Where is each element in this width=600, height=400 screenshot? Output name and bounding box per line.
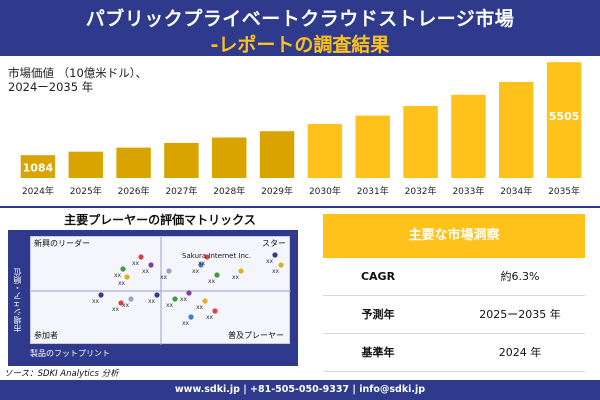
x-tick-label: 2034年 xyxy=(500,185,532,197)
x-tick-label: 2026年 xyxy=(118,185,150,197)
bar-2028年 xyxy=(212,137,247,178)
matrix-dot-label: xx xyxy=(166,302,174,309)
matrix-plot: xx xx xx xx xx xx xx xx xx xx xx xx xx xx xx xx xx xx xx xx xyxy=(30,236,291,345)
matrix-dot-label: xx xyxy=(160,274,168,281)
company-label: Sakura Internet Inc. xyxy=(182,252,251,260)
x-tick-label: 2028年 xyxy=(213,185,245,197)
bar-chart-svg: 2024年 1084 2025年 2026年 2027年 2028年 2029年 2030年 2… xyxy=(20,62,582,197)
insight-value: 約6.3% xyxy=(500,270,540,283)
bar-2031年 xyxy=(355,115,390,178)
matrix-dot xyxy=(202,298,208,304)
bar-2029年 xyxy=(259,131,295,178)
matrix-dot xyxy=(204,254,210,260)
matrix-dot-label: xx xyxy=(208,278,216,285)
matrix-dot xyxy=(124,274,130,280)
matrix-dot-label: xx xyxy=(182,320,190,327)
quadrant-participants: 参加者 xyxy=(34,331,58,340)
x-tick-label: 2031年 xyxy=(357,185,389,197)
x-tick-label: 2025年 xyxy=(70,185,102,197)
matrix-dot xyxy=(138,254,144,260)
header-banner: パブリックプライベートクラウドストレージ市場 -レポートの調査結果 xyxy=(0,0,600,56)
matrix-y-axis-label: 市場シェア・順位 xyxy=(13,268,22,332)
chart-ylabel: 市場価値 （10億米ドル）、 2024ー2035 年 xyxy=(8,66,148,94)
x-tick-label: 2027年 xyxy=(165,185,197,197)
matrix-dot xyxy=(238,268,244,274)
insight-row-cagr: CAGR 約6.3% xyxy=(323,258,585,296)
insight-key: 予測年 xyxy=(361,308,395,321)
insight-row-base-year: 基準年 2024 年 xyxy=(323,334,585,372)
matrix-dot xyxy=(98,292,104,298)
quadrant-stars: スター xyxy=(262,239,286,248)
matrix-dot-label: xx xyxy=(196,304,204,311)
matrix-dot xyxy=(188,314,194,320)
page-title: パブリックプライベートクラウドストレージ市場 xyxy=(85,8,515,30)
matrix-dot-label: xx xyxy=(180,296,188,303)
bar-chart: 市場価値 （10億米ドル）、 2024ー2035 年 2024年 1084 2025… xyxy=(0,56,600,206)
data-label: 5505 xyxy=(549,110,580,123)
matrix-dot-label: xx xyxy=(132,260,140,267)
data-label: 1084 xyxy=(23,162,54,175)
bar-2025年 xyxy=(68,151,103,178)
bar-2026年 xyxy=(116,147,151,178)
matrix-dot-label: xx xyxy=(148,298,156,305)
insight-value: 2025ー2035 年 xyxy=(479,308,561,321)
insight-row-forecast: 予測年 2025ー2035 年 xyxy=(323,296,585,334)
x-tick-label: 2024年 xyxy=(22,185,54,197)
bar-2034年 xyxy=(499,81,534,178)
matrix-dot-label: xx xyxy=(112,306,120,313)
matrix-dot-label: xx xyxy=(92,298,100,305)
insight-key: CAGR xyxy=(360,270,396,283)
bar-2035年 xyxy=(546,62,582,179)
x-tick-label: 2029年 xyxy=(261,185,293,197)
matrix-dot xyxy=(148,262,154,268)
insight-value: 2024 年 xyxy=(498,346,542,359)
section-divider xyxy=(0,206,600,208)
matrix-dot-label: xx xyxy=(272,268,280,275)
matrix-dot-label: xx xyxy=(266,258,274,265)
matrix-dot xyxy=(186,290,192,296)
matrix-dot xyxy=(214,272,220,278)
matrix-dot-label: xx xyxy=(118,280,126,287)
matrix-dot-label: xx xyxy=(198,260,206,267)
matrix-dot-label: xx xyxy=(114,272,122,279)
matrix-dot xyxy=(154,292,160,298)
bar-2030年 xyxy=(307,123,343,178)
insight-key: 基準年 xyxy=(361,346,395,359)
market-insights-panel: 主要な市場洞察 CAGR 約6.3% 予測年 2025ー2035 年 基準年 2… xyxy=(323,214,585,374)
matrix-dot xyxy=(128,296,134,302)
matrix-dot-label: xx xyxy=(142,268,150,275)
quadrant-pervasive-players: 普及プレーヤー xyxy=(228,331,284,340)
matrix-dot xyxy=(198,262,204,268)
matrix-dot-label: xx xyxy=(192,268,200,275)
matrix-dot xyxy=(166,268,172,274)
matrix-dot-label: xx xyxy=(206,314,214,321)
matrix-dot-label: xx xyxy=(232,274,240,281)
x-tick-label: 2033年 xyxy=(452,185,484,197)
bar-2024年 xyxy=(20,155,56,178)
matrix-x-axis-label: 製品のフットプリント xyxy=(30,349,110,358)
matrix-dot xyxy=(212,308,218,314)
quadrant-emerging-leaders: 新興のリーダー xyxy=(34,239,90,248)
matrix-dot-label: xx xyxy=(122,302,130,309)
insights-title: 主要な市場洞察 xyxy=(323,214,585,258)
matrix-dot xyxy=(118,300,124,306)
source-note: ソース：SDKI Analytics 分析 xyxy=(4,369,119,379)
x-tick-label: 2032年 xyxy=(405,185,437,197)
matrix-dot xyxy=(278,262,284,268)
matrix-dot xyxy=(272,252,278,258)
bar-2027年 xyxy=(164,142,199,178)
x-tick-label: 2030年 xyxy=(309,185,341,197)
matrix-dot xyxy=(172,296,178,302)
page-subtitle: -レポートの調査結果 xyxy=(210,34,390,56)
x-tick-label: 2035年 xyxy=(548,185,580,197)
bar-2033年 xyxy=(451,94,486,178)
matrix-title: 主要プレーヤーの評価マトリックス xyxy=(64,213,256,227)
bar-2032年 xyxy=(403,105,438,178)
footer-contact: www.sdki.jp | +81-505-050-9337 | info@sd… xyxy=(0,380,600,400)
matrix-dot xyxy=(120,266,126,272)
